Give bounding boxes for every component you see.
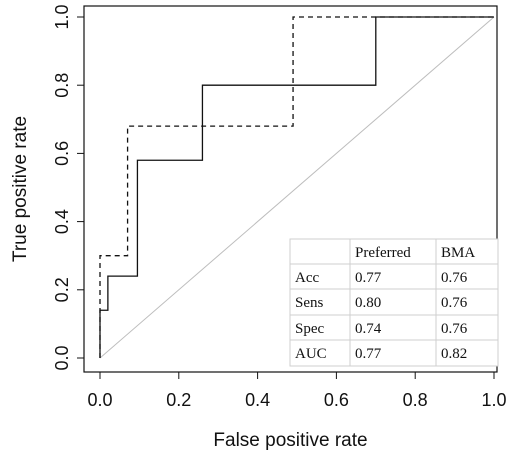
table-row-label: Spec — [295, 321, 325, 337]
table-header-cell: BMA — [441, 245, 475, 261]
table-value-cell: 0.77 — [355, 270, 382, 286]
roc-curve-solid — [99, 16, 494, 358]
x-tick-label: 0.6 — [324, 390, 349, 410]
reference-diagonal-layer — [99, 16, 495, 359]
table-row-label: Sens — [295, 295, 324, 311]
stats-table: Preferred BMA Acc 0.77 0.76 Sens 0.80 0.76 Spec 0… — [289, 238, 499, 367]
plot-frame — [83, 5, 498, 373]
y-tick-label: 1.0 — [52, 4, 72, 29]
x-tick-label: 0.2 — [166, 390, 191, 410]
y-axis-title: True positive rate — [10, 116, 31, 262]
y-tick-label: 0.2 — [52, 277, 72, 302]
table-value-cell: 0.76 — [441, 295, 468, 311]
table-value-cell: 0.74 — [355, 321, 382, 337]
y-tick-label: 0.8 — [52, 73, 72, 98]
table-value-cell: 0.76 — [441, 270, 468, 286]
table-value-cell: 0.82 — [441, 346, 467, 362]
reference-diagonal-line — [99, 16, 495, 359]
y-tick-label: 0.0 — [52, 345, 72, 370]
x-tick-label: 1.0 — [481, 390, 506, 410]
series-layer — [99, 16, 494, 358]
x-tick-label: 0.8 — [403, 390, 428, 410]
roc-curve-dashed — [99, 16, 494, 358]
table-value-cell: 0.76 — [441, 321, 468, 337]
y-tick-label: 0.4 — [52, 209, 72, 234]
table-row-label: Acc — [295, 270, 319, 286]
table-header-cell: Preferred — [355, 245, 411, 261]
table-row-label: AUC — [295, 346, 327, 362]
table-value-cell: 0.77 — [355, 346, 382, 362]
x-axis-title: False positive rate — [213, 430, 367, 451]
y-tick-label: 0.6 — [52, 141, 72, 166]
x-tick-label: 0.4 — [245, 390, 270, 410]
stats-table-background — [289, 238, 499, 367]
axis-layer: 0.0 0.2 0.4 0.6 0.8 1.0 0.0 0.2 0.4 0.6 0.8 1.0 — [52, 4, 507, 410]
table-value-cell: 0.80 — [355, 295, 381, 311]
x-tick-label: 0.0 — [87, 390, 112, 410]
